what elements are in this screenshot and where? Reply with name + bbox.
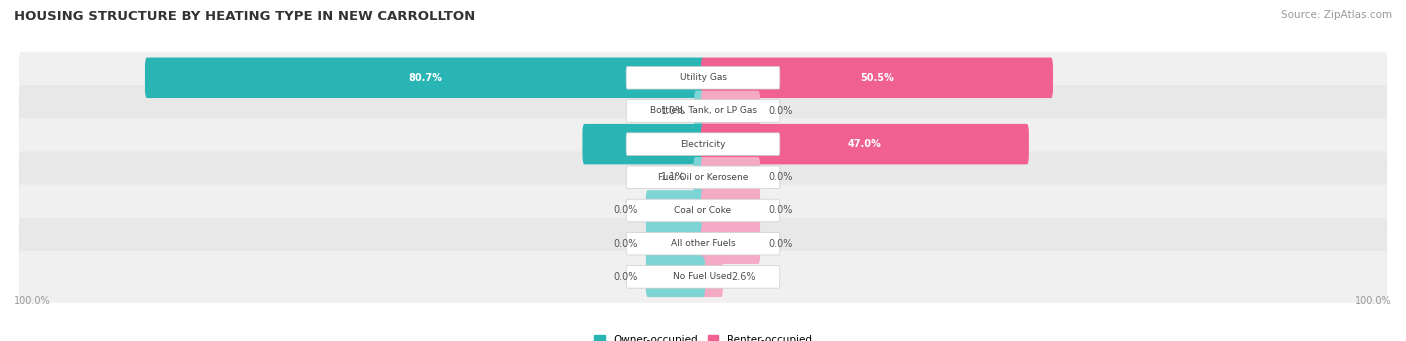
Text: 50.5%: 50.5% bbox=[860, 73, 894, 83]
Text: 47.0%: 47.0% bbox=[848, 139, 882, 149]
FancyBboxPatch shape bbox=[145, 58, 704, 98]
FancyBboxPatch shape bbox=[645, 257, 704, 297]
FancyBboxPatch shape bbox=[702, 124, 1029, 164]
Text: Electricity: Electricity bbox=[681, 140, 725, 149]
Text: 0.0%: 0.0% bbox=[769, 106, 793, 116]
FancyBboxPatch shape bbox=[626, 199, 780, 222]
FancyBboxPatch shape bbox=[702, 190, 761, 231]
FancyBboxPatch shape bbox=[695, 91, 704, 131]
Text: 1.0%: 1.0% bbox=[661, 106, 686, 116]
Text: 0.0%: 0.0% bbox=[769, 239, 793, 249]
FancyBboxPatch shape bbox=[626, 100, 780, 122]
Text: 0.0%: 0.0% bbox=[769, 206, 793, 216]
FancyBboxPatch shape bbox=[702, 257, 723, 297]
FancyBboxPatch shape bbox=[626, 66, 780, 89]
Text: 0.0%: 0.0% bbox=[613, 239, 637, 249]
FancyBboxPatch shape bbox=[702, 157, 761, 197]
FancyBboxPatch shape bbox=[702, 223, 761, 264]
Text: Utility Gas: Utility Gas bbox=[679, 73, 727, 82]
Text: No Fuel Used: No Fuel Used bbox=[673, 272, 733, 281]
Text: Bottled, Tank, or LP Gas: Bottled, Tank, or LP Gas bbox=[650, 106, 756, 116]
FancyBboxPatch shape bbox=[18, 52, 1388, 104]
FancyBboxPatch shape bbox=[693, 157, 704, 197]
FancyBboxPatch shape bbox=[702, 91, 761, 131]
FancyBboxPatch shape bbox=[18, 85, 1388, 137]
FancyBboxPatch shape bbox=[18, 184, 1388, 236]
FancyBboxPatch shape bbox=[582, 124, 704, 164]
Text: 17.2%: 17.2% bbox=[627, 139, 661, 149]
FancyBboxPatch shape bbox=[18, 151, 1388, 203]
FancyBboxPatch shape bbox=[645, 190, 704, 231]
Legend: Owner-occupied, Renter-occupied: Owner-occupied, Renter-occupied bbox=[591, 330, 815, 341]
Text: 2.6%: 2.6% bbox=[731, 272, 756, 282]
Text: 1.1%: 1.1% bbox=[661, 172, 685, 182]
Text: HOUSING STRUCTURE BY HEATING TYPE IN NEW CARROLLTON: HOUSING STRUCTURE BY HEATING TYPE IN NEW… bbox=[14, 10, 475, 23]
FancyBboxPatch shape bbox=[18, 118, 1388, 170]
Text: 0.0%: 0.0% bbox=[769, 172, 793, 182]
FancyBboxPatch shape bbox=[626, 133, 780, 155]
Text: 80.7%: 80.7% bbox=[408, 73, 441, 83]
FancyBboxPatch shape bbox=[702, 58, 1053, 98]
Text: 100.0%: 100.0% bbox=[1355, 296, 1392, 306]
FancyBboxPatch shape bbox=[626, 233, 780, 255]
FancyBboxPatch shape bbox=[18, 218, 1388, 269]
Text: All other Fuels: All other Fuels bbox=[671, 239, 735, 248]
Text: 0.0%: 0.0% bbox=[613, 272, 637, 282]
FancyBboxPatch shape bbox=[626, 266, 780, 288]
FancyBboxPatch shape bbox=[18, 251, 1388, 303]
Text: Source: ZipAtlas.com: Source: ZipAtlas.com bbox=[1281, 10, 1392, 20]
Text: 100.0%: 100.0% bbox=[14, 296, 51, 306]
Text: 0.0%: 0.0% bbox=[613, 206, 637, 216]
FancyBboxPatch shape bbox=[626, 166, 780, 189]
FancyBboxPatch shape bbox=[645, 223, 704, 264]
Text: Coal or Coke: Coal or Coke bbox=[675, 206, 731, 215]
Text: Fuel Oil or Kerosene: Fuel Oil or Kerosene bbox=[658, 173, 748, 182]
